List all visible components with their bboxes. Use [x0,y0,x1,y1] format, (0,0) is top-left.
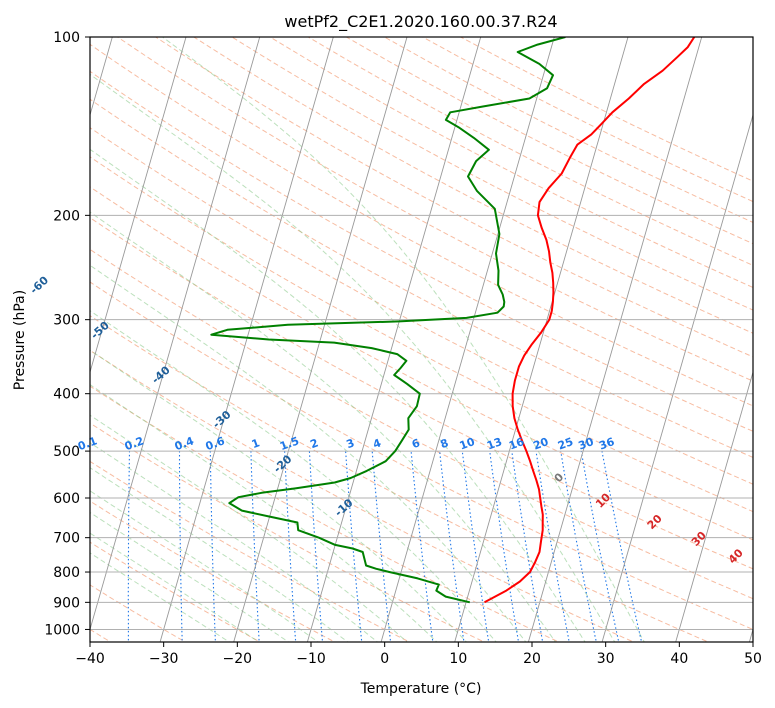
mixing-ratio-label: 0.4 [173,434,196,453]
y-axis-title: Pressure (hPa) [12,290,28,390]
isotherm-line [90,37,261,632]
isotherm-line [159,37,334,642]
mixing-ratio-label: 6 [410,436,422,451]
isotherm-line [306,37,482,642]
x-tick-label: 30 [597,651,615,667]
mixing-ratio-label: 2 [308,436,320,451]
mixing-ratio-line [209,451,216,642]
dry-adiabat-line [90,156,753,513]
y-tick-label: 600 [53,491,80,507]
y-tick-label: 1000 [44,622,80,638]
y-tick-label: 400 [53,387,80,403]
mixing-ratio-line [178,451,183,642]
isotherm-line [90,37,187,374]
mixing-ratio-label: 16 [507,435,526,453]
x-tick-label: 20 [523,651,541,667]
plot-frame [89,36,754,643]
y-tick-label: 500 [53,444,80,460]
mixing-ratio-label: 4 [371,436,383,451]
chart-title: wetPf2_C2E1.2020.160.00.37.R24 [284,12,557,32]
mixing-ratio-label: 25 [556,435,575,452]
dry-adiabat-line [193,37,753,334]
mixing-ratio-label: 36 [597,435,616,453]
mixing-ratio-label: 8 [439,436,451,451]
x-axis-title: Temperature (°C) [360,681,482,697]
mixing-ratio-label: 10 [458,435,477,453]
isotherm-line [454,37,629,642]
dewpoint-profile [210,37,566,604]
dry-adiabat-line [90,98,753,458]
mixing-ratio-label: 30 [577,435,596,453]
isotherm-line [675,370,753,642]
dry-adiabat-line [90,248,753,600]
y-tick-label: 900 [53,595,80,611]
mixing-ratio-label: 3 [345,436,357,451]
x-tick-label: −10 [296,651,326,667]
temperature-profile [484,37,696,604]
mixing-ratio-line [511,451,544,642]
y-tick-label: 200 [53,208,80,224]
dry-adiabat-line [269,37,753,289]
mixing-ratio-line [489,451,520,642]
x-tick-label: −30 [149,651,179,667]
isotherm-line [601,113,753,642]
y-tick-label: 800 [53,565,80,581]
x-tick-label: 40 [670,651,688,667]
x-tick-label: 0 [380,651,389,667]
mixing-ratio-line [560,451,597,642]
y-tick-label: 700 [53,531,80,547]
isotherm-line [233,37,408,642]
x-tick-label: −40 [75,651,105,667]
x-tick-label: 10 [449,651,467,667]
dry-adiabat-line [90,127,753,485]
y-tick-label: 100 [53,30,80,46]
isotherm-line [380,37,555,642]
dry-adiabat-line [90,217,753,570]
mixing-ratio-line [535,451,570,642]
mixing-ratio-label: 1.5 [278,434,301,453]
x-tick-label: −20 [223,651,253,667]
mixing-ratio-line [580,451,620,642]
moist-adiabat-line [90,467,349,642]
moist-adiabat-line [90,264,527,642]
dry-adiabat-line [90,422,486,642]
isotherm-line [527,37,703,642]
x-axis-ticks: −40 −30 −20 −10 0 10 20 30 40 50 [75,642,762,667]
mixing-ratio-label: 13 [485,435,504,452]
mixing-ratio-label: 0.2 [123,434,146,453]
mixing-ratio-label: 0.6 [204,434,227,453]
profiles [210,37,696,604]
mixing-ratio-line [601,451,643,642]
mixing-ratio-label: 1 [250,436,262,451]
mixing-ratio-label: 20 [531,435,550,453]
y-axis-ticks: 100 200 300 400 500 600 700 800 900 1000 [44,30,90,638]
dry-adiabat-line [231,37,753,311]
y-tick-label: 300 [53,313,80,329]
moist-adiabat-line [162,37,645,642]
mixing-ratio-label: 0.1 [76,434,99,453]
x-tick-label: 50 [744,651,762,667]
dry-adiabat-line [90,70,753,432]
